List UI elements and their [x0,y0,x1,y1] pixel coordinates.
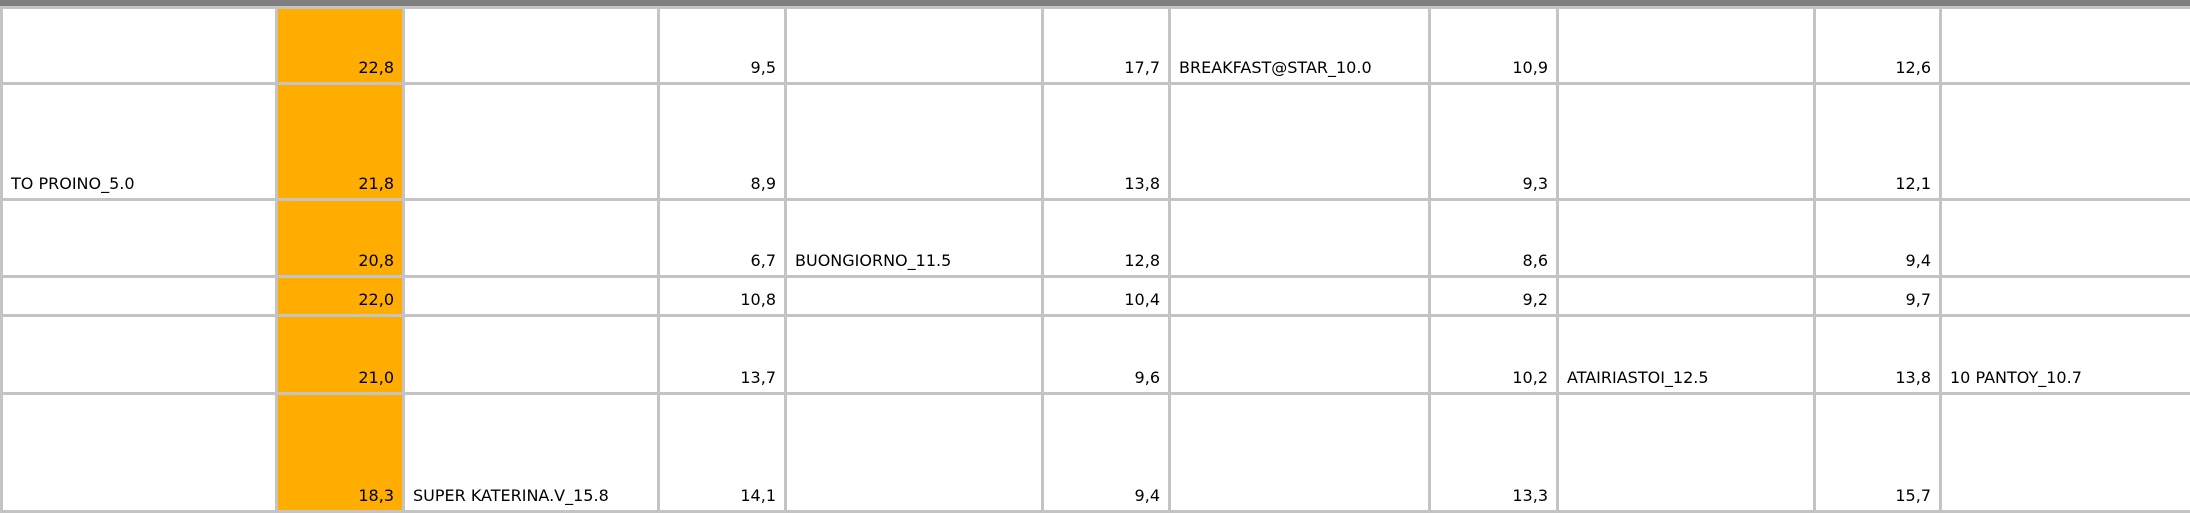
value-cell[interactable]: 9,4 [1815,200,1941,277]
label-cell[interactable] [1941,200,2190,277]
label-cell[interactable] [1170,277,1430,316]
label-cell[interactable] [1558,394,1815,512]
value-cell[interactable]: 8,6 [1430,200,1558,277]
value-cell[interactable]: 22,0 [277,277,404,316]
value-cell[interactable]: 13,7 [659,316,786,394]
label-cell[interactable] [1941,84,2190,200]
value-cell[interactable]: 15,7 [1815,394,1941,512]
value-cell[interactable]: 22,8 [277,8,404,84]
value-cell[interactable]: 9,6 [1043,316,1170,394]
value-cell[interactable]: 17,7 [1043,8,1170,84]
label-cell[interactable] [404,8,659,84]
label-cell[interactable] [2,316,277,394]
label-cell[interactable]: BUONGIORNO_11.5 [786,200,1043,277]
label-cell[interactable] [2,8,277,84]
value-cell[interactable]: 12,6 [1815,8,1941,84]
label-cell[interactable] [786,394,1043,512]
value-cell[interactable]: 10,2 [1430,316,1558,394]
value-cell[interactable]: 10,8 [659,277,786,316]
label-cell[interactable] [786,277,1043,316]
label-cell[interactable] [404,277,659,316]
label-cell[interactable] [1558,8,1815,84]
label-cell[interactable] [786,84,1043,200]
label-cell[interactable]: BREAKFAST@STAR_10.0 [1170,8,1430,84]
label-cell[interactable] [1558,84,1815,200]
value-cell[interactable]: 14,1 [659,394,786,512]
value-cell[interactable]: 12,8 [1043,200,1170,277]
label-cell[interactable] [1941,8,2190,84]
label-cell[interactable] [404,316,659,394]
label-cell[interactable] [786,316,1043,394]
value-cell[interactable]: 9,7 [1815,277,1941,316]
value-cell[interactable]: 13,8 [1043,84,1170,200]
value-cell[interactable]: 13,3 [1430,394,1558,512]
value-cell[interactable]: 21,8 [277,84,404,200]
value-cell[interactable]: 8,9 [659,84,786,200]
label-cell[interactable] [404,84,659,200]
value-cell[interactable]: 9,4 [1043,394,1170,512]
label-cell[interactable] [1941,277,2190,316]
value-cell[interactable]: 13,8 [1815,316,1941,394]
label-cell[interactable]: TO PROINO_5.0 [2,84,277,200]
label-cell[interactable] [1558,277,1815,316]
label-cell[interactable] [1941,394,2190,512]
label-cell[interactable] [1170,84,1430,200]
value-cell[interactable]: 21,0 [277,316,404,394]
label-cell[interactable]: ATAIRIASTOI_12.5 [1558,316,1815,394]
label-cell[interactable]: 10 PANTOY_10.7 [1941,316,2190,394]
label-cell[interactable] [2,200,277,277]
value-cell[interactable]: 9,2 [1430,277,1558,316]
label-cell[interactable] [404,200,659,277]
label-cell[interactable] [1558,200,1815,277]
value-cell[interactable]: 10,4 [1043,277,1170,316]
label-cell[interactable] [1170,394,1430,512]
table-row: 22,0 10,8 10,4 9,2 9,7 [2,277,2190,316]
value-cell[interactable]: 10,9 [1430,8,1558,84]
value-cell[interactable]: 12,1 [1815,84,1941,200]
label-cell[interactable] [2,394,277,512]
value-cell[interactable]: 9,3 [1430,84,1558,200]
label-cell[interactable] [2,277,277,316]
label-cell[interactable]: SUPER KATERINA.V_15.8 [404,394,659,512]
value-cell[interactable]: 6,7 [659,200,786,277]
value-cell[interactable]: 20,8 [277,200,404,277]
label-cell[interactable] [1170,200,1430,277]
label-cell[interactable] [786,8,1043,84]
value-cell[interactable]: 18,3 [277,394,404,512]
label-cell[interactable] [1170,316,1430,394]
value-cell[interactable]: 9,5 [659,8,786,84]
